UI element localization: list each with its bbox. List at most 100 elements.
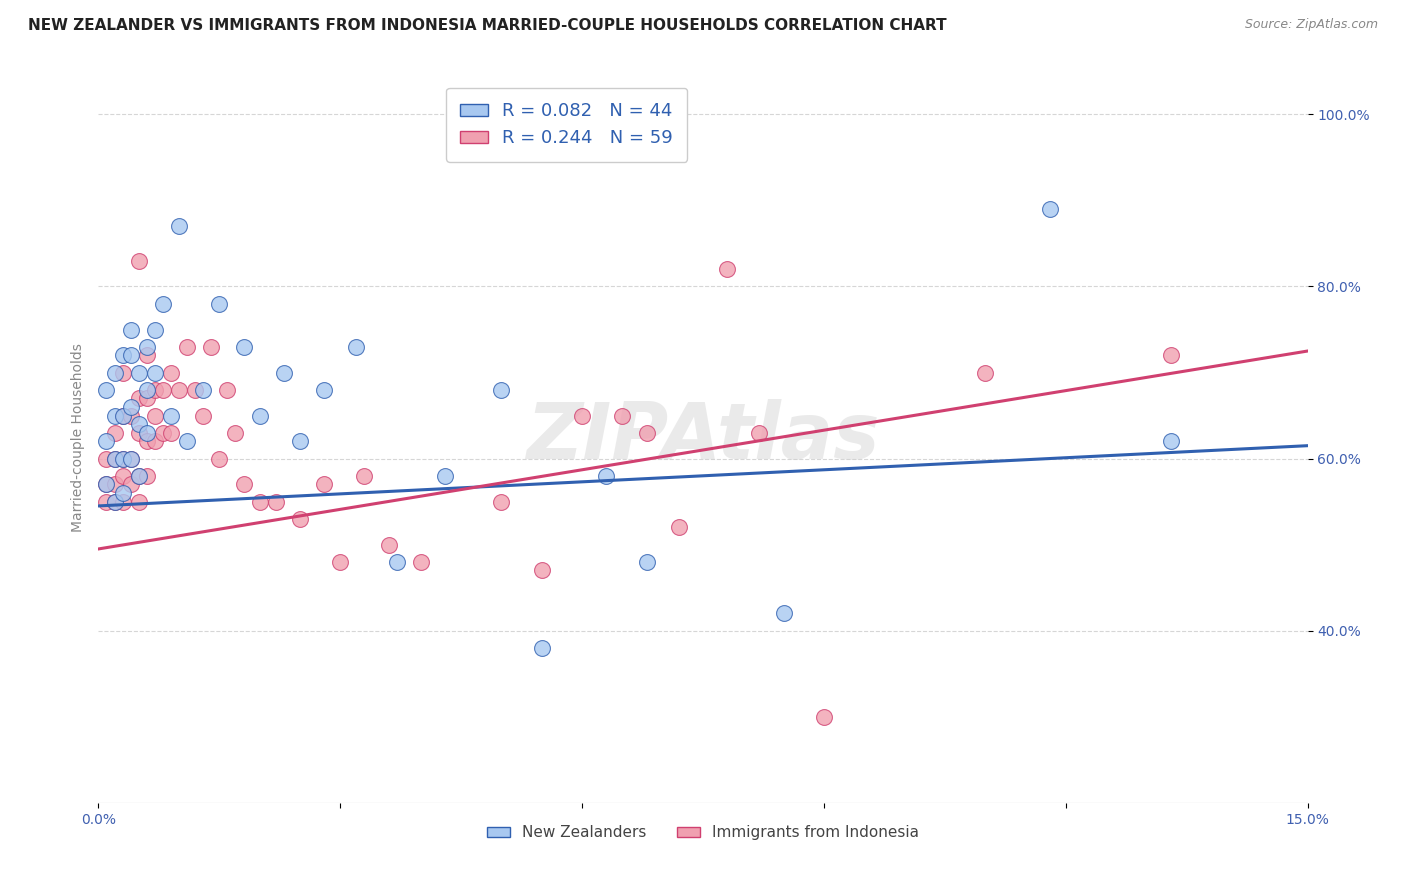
Point bbox=[595, 468, 617, 483]
Point bbox=[273, 366, 295, 380]
Point bbox=[128, 366, 150, 380]
Point bbox=[96, 477, 118, 491]
Point bbox=[135, 383, 157, 397]
Point bbox=[1160, 434, 1182, 449]
Point bbox=[353, 468, 375, 483]
Point bbox=[111, 409, 134, 423]
Point bbox=[232, 340, 254, 354]
Point bbox=[232, 477, 254, 491]
Point bbox=[96, 383, 118, 397]
Point bbox=[748, 425, 770, 440]
Point bbox=[103, 409, 125, 423]
Point bbox=[143, 409, 166, 423]
Point bbox=[208, 451, 231, 466]
Point bbox=[96, 451, 118, 466]
Point bbox=[128, 494, 150, 508]
Point bbox=[128, 392, 150, 406]
Point bbox=[176, 340, 198, 354]
Point bbox=[184, 383, 207, 397]
Point bbox=[120, 409, 142, 423]
Point bbox=[103, 451, 125, 466]
Point bbox=[111, 486, 134, 500]
Point bbox=[111, 451, 134, 466]
Point bbox=[314, 477, 336, 491]
Point bbox=[314, 383, 336, 397]
Text: NEW ZEALANDER VS IMMIGRANTS FROM INDONESIA MARRIED-COUPLE HOUSEHOLDS CORRELATION: NEW ZEALANDER VS IMMIGRANTS FROM INDONES… bbox=[28, 18, 946, 33]
Point bbox=[128, 468, 150, 483]
Point bbox=[111, 494, 134, 508]
Point bbox=[193, 409, 215, 423]
Point bbox=[249, 409, 271, 423]
Point bbox=[1039, 202, 1062, 216]
Point bbox=[111, 468, 134, 483]
Point bbox=[176, 434, 198, 449]
Point bbox=[143, 434, 166, 449]
Point bbox=[111, 366, 134, 380]
Point bbox=[135, 468, 157, 483]
Point bbox=[128, 468, 150, 483]
Point bbox=[120, 322, 142, 336]
Point bbox=[772, 607, 794, 621]
Point bbox=[152, 296, 174, 310]
Point bbox=[135, 425, 157, 440]
Point bbox=[193, 383, 215, 397]
Point bbox=[167, 219, 190, 234]
Point bbox=[491, 383, 513, 397]
Point bbox=[1160, 348, 1182, 362]
Point bbox=[329, 555, 352, 569]
Legend: New Zealanders, Immigrants from Indonesia: New Zealanders, Immigrants from Indonesi… bbox=[481, 819, 925, 847]
Point bbox=[96, 494, 118, 508]
Point bbox=[160, 425, 183, 440]
Point bbox=[224, 425, 246, 440]
Point bbox=[434, 468, 457, 483]
Point bbox=[111, 348, 134, 362]
Point bbox=[135, 434, 157, 449]
Point bbox=[668, 520, 690, 534]
Point bbox=[377, 538, 399, 552]
Point bbox=[491, 494, 513, 508]
Point bbox=[288, 512, 311, 526]
Point bbox=[120, 451, 142, 466]
Point bbox=[128, 253, 150, 268]
Point bbox=[96, 477, 118, 491]
Point bbox=[208, 296, 231, 310]
Point bbox=[264, 494, 287, 508]
Point bbox=[152, 425, 174, 440]
Point bbox=[111, 409, 134, 423]
Point bbox=[143, 383, 166, 397]
Point bbox=[103, 477, 125, 491]
Point bbox=[612, 409, 634, 423]
Text: ZIPAtlas: ZIPAtlas bbox=[526, 399, 880, 475]
Point bbox=[103, 494, 125, 508]
Point bbox=[217, 383, 239, 397]
Point bbox=[200, 340, 222, 354]
Point bbox=[143, 366, 166, 380]
Y-axis label: Married-couple Households: Married-couple Households bbox=[70, 343, 84, 532]
Point bbox=[96, 434, 118, 449]
Point bbox=[128, 425, 150, 440]
Point bbox=[249, 494, 271, 508]
Point bbox=[571, 409, 593, 423]
Point bbox=[974, 366, 997, 380]
Point bbox=[530, 564, 553, 578]
Text: Source: ZipAtlas.com: Source: ZipAtlas.com bbox=[1244, 18, 1378, 31]
Point bbox=[111, 451, 134, 466]
Point bbox=[167, 383, 190, 397]
Point bbox=[409, 555, 432, 569]
Point bbox=[120, 348, 142, 362]
Point bbox=[103, 366, 125, 380]
Point bbox=[120, 451, 142, 466]
Point bbox=[288, 434, 311, 449]
Point bbox=[344, 340, 367, 354]
Point bbox=[103, 451, 125, 466]
Point bbox=[385, 555, 408, 569]
Point bbox=[135, 392, 157, 406]
Point bbox=[143, 322, 166, 336]
Point bbox=[120, 477, 142, 491]
Point bbox=[103, 494, 125, 508]
Point bbox=[716, 262, 738, 277]
Point bbox=[103, 425, 125, 440]
Point bbox=[160, 366, 183, 380]
Point bbox=[813, 710, 835, 724]
Point bbox=[160, 409, 183, 423]
